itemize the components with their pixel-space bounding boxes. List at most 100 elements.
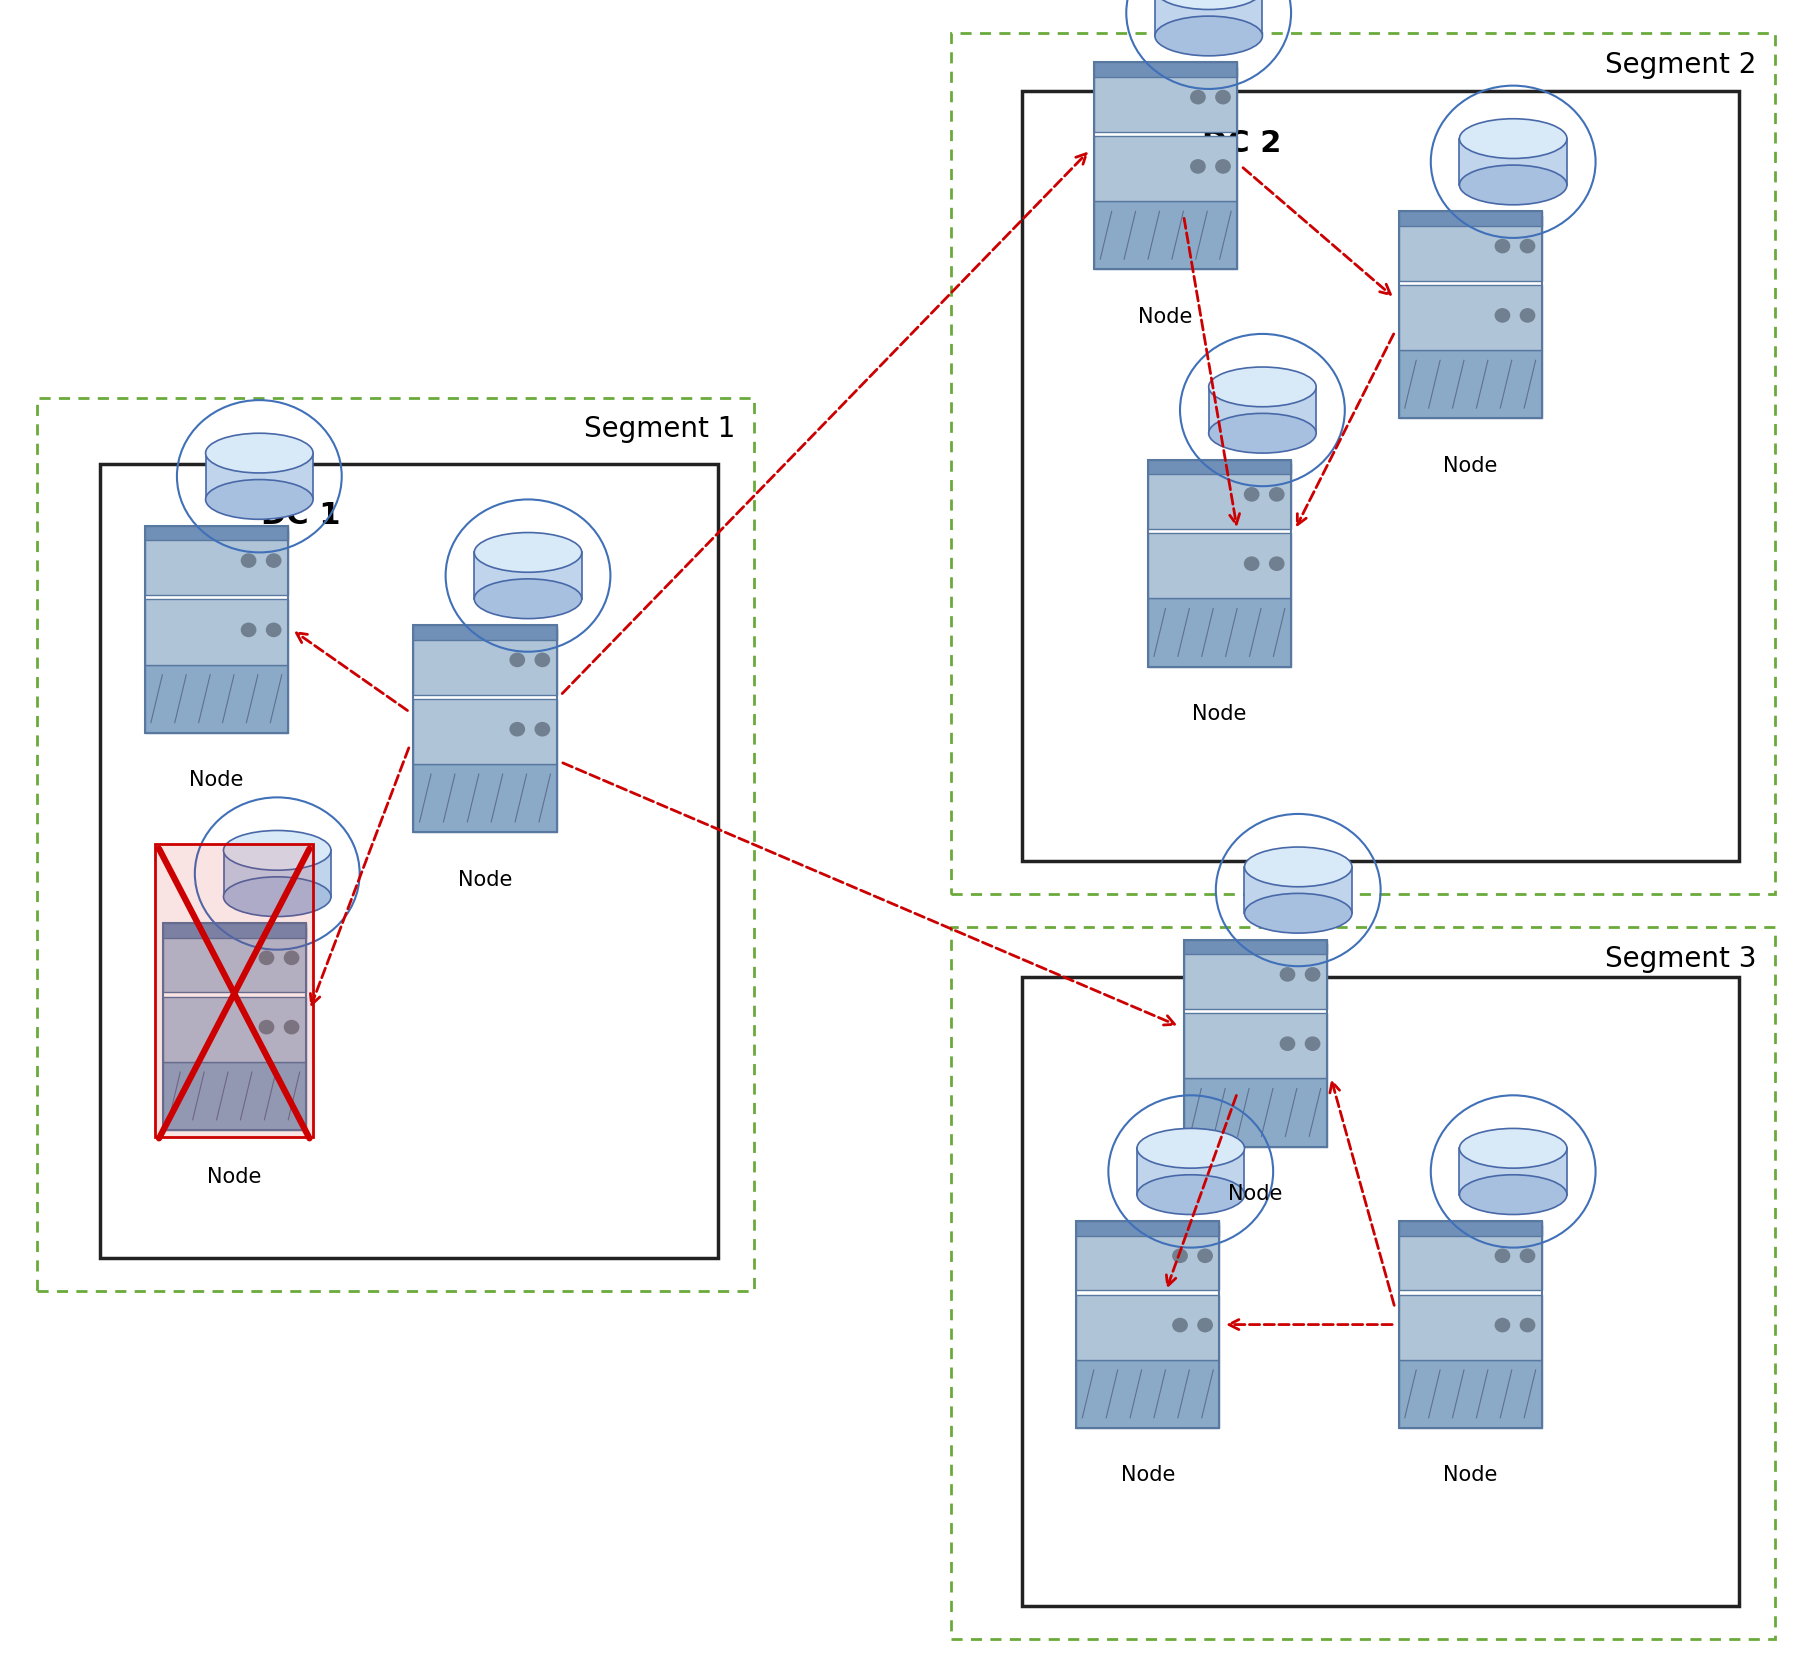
Bar — [1184, 944, 1328, 1009]
Bar — [1094, 68, 1238, 133]
Circle shape — [1281, 968, 1295, 981]
Text: Node: Node — [1139, 307, 1193, 326]
Ellipse shape — [224, 877, 330, 916]
Circle shape — [1494, 1319, 1509, 1332]
Bar — [145, 527, 289, 542]
Bar — [951, 35, 1774, 895]
Bar — [1094, 63, 1238, 270]
Bar — [1148, 461, 1292, 668]
Text: DC 3: DC 3 — [1202, 1014, 1281, 1042]
Bar — [145, 527, 289, 734]
Circle shape — [1191, 161, 1206, 174]
Text: Node: Node — [1442, 456, 1498, 476]
Ellipse shape — [1137, 1175, 1245, 1215]
Bar — [951, 928, 1774, 1639]
Circle shape — [1198, 1249, 1213, 1263]
Circle shape — [1245, 489, 1259, 502]
Bar — [206, 454, 314, 500]
Text: DC 1: DC 1 — [262, 500, 341, 530]
Circle shape — [1245, 558, 1259, 572]
Circle shape — [1520, 1249, 1534, 1263]
Bar — [1094, 138, 1238, 202]
Circle shape — [1191, 91, 1206, 104]
Ellipse shape — [1460, 166, 1566, 205]
Text: Node: Node — [206, 1167, 262, 1186]
Bar — [163, 998, 307, 1062]
Bar — [163, 928, 307, 993]
Bar — [1155, 0, 1263, 36]
Bar — [1094, 202, 1238, 270]
Ellipse shape — [474, 580, 581, 620]
Circle shape — [509, 722, 524, 736]
Bar — [413, 699, 556, 764]
Bar — [145, 664, 289, 734]
Ellipse shape — [1155, 0, 1263, 10]
Bar — [1184, 940, 1328, 1147]
Bar — [1245, 867, 1353, 913]
Circle shape — [535, 655, 549, 668]
Ellipse shape — [474, 534, 581, 573]
Circle shape — [242, 625, 257, 638]
Circle shape — [1216, 91, 1231, 104]
Bar — [413, 626, 556, 640]
Circle shape — [1520, 1319, 1534, 1332]
Bar — [1399, 285, 1541, 351]
Circle shape — [285, 1021, 300, 1034]
Bar — [1076, 1294, 1220, 1360]
Bar — [1460, 1148, 1566, 1195]
Ellipse shape — [206, 481, 314, 520]
Text: Node: Node — [457, 868, 513, 890]
Text: Node: Node — [1442, 1465, 1498, 1485]
Bar — [38, 398, 753, 1292]
Bar — [413, 630, 556, 696]
Bar — [1184, 1014, 1328, 1079]
Circle shape — [1306, 1037, 1320, 1051]
Circle shape — [1494, 240, 1509, 254]
Ellipse shape — [1245, 893, 1353, 933]
Ellipse shape — [1245, 847, 1353, 886]
Bar — [1076, 1226, 1220, 1291]
Bar — [1460, 139, 1566, 186]
Bar — [1399, 1294, 1541, 1360]
Bar — [1399, 1221, 1541, 1236]
Bar — [1399, 351, 1541, 419]
Text: Node: Node — [188, 771, 244, 790]
Circle shape — [1520, 310, 1534, 323]
Bar — [1209, 388, 1317, 434]
Text: Segment 1: Segment 1 — [585, 414, 736, 442]
Circle shape — [1216, 161, 1231, 174]
Bar — [1184, 1079, 1328, 1147]
Ellipse shape — [1460, 1128, 1566, 1168]
Circle shape — [1270, 558, 1285, 572]
Ellipse shape — [206, 434, 314, 474]
Circle shape — [1281, 1037, 1295, 1051]
Bar — [1076, 1360, 1220, 1428]
Circle shape — [260, 1021, 274, 1034]
Bar — [163, 923, 307, 938]
Circle shape — [509, 655, 524, 668]
Bar — [100, 464, 718, 1259]
Text: Node: Node — [1193, 704, 1247, 724]
Bar — [1399, 212, 1541, 227]
Bar — [163, 1062, 307, 1130]
Ellipse shape — [1460, 119, 1566, 159]
Ellipse shape — [1209, 414, 1317, 454]
Ellipse shape — [224, 830, 330, 870]
Circle shape — [260, 951, 274, 964]
Bar — [1148, 534, 1292, 598]
Bar — [1399, 1360, 1541, 1428]
Bar — [1076, 1221, 1220, 1236]
Circle shape — [1306, 968, 1320, 981]
Text: Segment 3: Segment 3 — [1606, 944, 1756, 973]
Ellipse shape — [1460, 1175, 1566, 1215]
Circle shape — [1173, 1319, 1188, 1332]
Bar — [1076, 1221, 1220, 1428]
Bar — [1137, 1148, 1245, 1195]
Bar — [1094, 63, 1238, 78]
Bar — [1184, 940, 1328, 954]
Bar — [1023, 93, 1738, 862]
Ellipse shape — [1137, 1128, 1245, 1168]
Ellipse shape — [1209, 368, 1317, 408]
Bar — [474, 553, 581, 600]
Bar — [145, 600, 289, 664]
